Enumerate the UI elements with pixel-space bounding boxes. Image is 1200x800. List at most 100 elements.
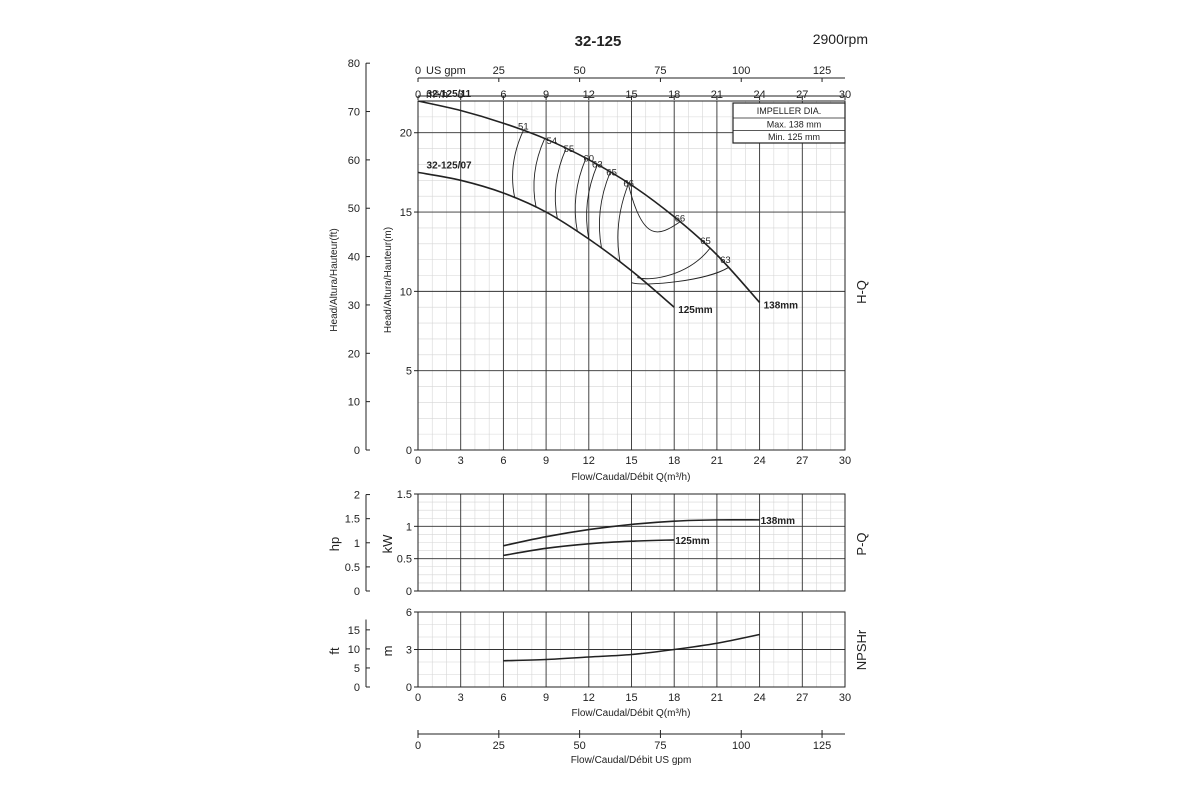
hp-tick-label: 0.5 [345, 562, 360, 574]
npsh-x-tick-label: 30 [839, 692, 851, 704]
chart-title: 32-125 [575, 33, 622, 50]
m-tick-label: 10 [400, 286, 412, 298]
m-tick-label: 0 [406, 445, 412, 457]
ft-tick-label: 20 [348, 348, 360, 360]
flow-us-label: Flow/Caudal/Débit US gpm [571, 755, 692, 766]
hp-tick-label: 1 [354, 538, 360, 550]
gpm-top-label: 75 [654, 65, 666, 77]
eff-contour-left [574, 158, 587, 232]
npsh-x-tick-label: 6 [500, 692, 506, 704]
x-tick-label: 30 [839, 455, 851, 467]
gpm-bottom-label: 50 [573, 740, 585, 752]
ft-label: ft [327, 647, 342, 655]
npsh-ft-tick-label: 5 [354, 663, 360, 675]
gpm-bottom-label: 25 [493, 740, 505, 752]
impeller-title: IMPELLER DIA. [757, 106, 822, 116]
m-tick-label: 20 [400, 128, 412, 140]
pq-curve-125mm [503, 539, 675, 557]
ft-tick-label: 40 [348, 252, 360, 264]
gpm-bottom-axis: 0 25 50 75 100 125 [415, 730, 845, 752]
efficiency-label: 66 [675, 214, 686, 225]
eff-contour-left [512, 130, 524, 199]
gpm-bottom-label: 0 [415, 740, 421, 752]
efficiency-label: 60 [584, 153, 595, 164]
ft-tick-label: 50 [348, 203, 360, 215]
m3h-top-label: 24 [753, 89, 765, 101]
kw-tick-label: 0 [406, 586, 412, 598]
curve-end-label: 138mm [764, 300, 799, 311]
npsh-x-tick-label: 12 [583, 692, 595, 704]
hq-curve-125mm [417, 171, 675, 308]
hq-side-label: H-Q [854, 280, 869, 304]
x-tick-label: 12 [583, 455, 595, 467]
m3h-top-label: 6 [500, 89, 506, 101]
ft-tick-label: 10 [348, 397, 360, 409]
m3h-top-label: 15 [625, 89, 637, 101]
m3h-top-label: 0 [415, 89, 421, 101]
npsh-x-tick-label: 18 [668, 692, 680, 704]
flow-x-label-top: Flow/Caudal/Débit Q(m³/h) [572, 472, 691, 483]
npsh-ft-tick-label: 15 [348, 625, 360, 637]
npsh-ft-tick-label: 10 [348, 644, 360, 656]
head-m-label: Head/Altura/Hauteur(m) [383, 227, 394, 333]
hp-tick-label: 0 [354, 586, 360, 598]
x-tick-label: 6 [500, 455, 506, 467]
m3h-top-label: 12 [583, 89, 595, 101]
efficiency-label: 65 [606, 168, 617, 179]
gpm-bottom-label: 100 [732, 740, 750, 752]
ft-tick-label: 80 [348, 58, 360, 70]
speed-label: 2900rpm [813, 31, 868, 47]
npsh-panel: 0 3 6 0 5 10 15 0 3 6 9 12 15 18 21 24 27 30 [348, 607, 851, 704]
efficiency-label: 65 [700, 236, 711, 247]
npsh-x-tick-label: 3 [458, 692, 464, 704]
efficiency-label: 55 [564, 144, 575, 155]
x-tick-label: 0 [415, 455, 421, 467]
m-label: m [380, 646, 395, 657]
pq-curve-label: 125mm [675, 536, 710, 547]
kw-tick-label: 0.5 [397, 554, 412, 566]
m3h-top-label: 30 [839, 89, 851, 101]
npsh-x-tick-label: 9 [543, 692, 549, 704]
npsh-m-tick-label: 0 [406, 682, 412, 694]
gpm-top-label: 0 [415, 65, 421, 77]
x-tick-label: 15 [625, 455, 637, 467]
npsh-x-tick-label: 24 [753, 692, 765, 704]
npsh-m-tick-label: 3 [406, 645, 412, 657]
curve-end-label: 125mm [678, 305, 713, 316]
ft-tick-label: 60 [348, 155, 360, 167]
eff-contour-left [554, 148, 567, 220]
x-tick-label: 9 [543, 455, 549, 467]
m3h-top-label: 21 [711, 89, 723, 101]
hp-tick-label: 2 [354, 490, 360, 502]
hq-frame [417, 100, 846, 451]
x-tick-label: 18 [668, 455, 680, 467]
pq-panel: 0 0.5 1 1.5 0 0.5 1 1.5 2 138mm 125mm [345, 489, 846, 598]
gpm-unit-label: US gpm [426, 65, 466, 77]
hp-tick-label: 1.5 [345, 514, 360, 526]
efficiency-label: 54 [547, 136, 558, 147]
model-label: 32-125/11 [427, 89, 472, 100]
eff-contour-left [533, 138, 546, 208]
hp-label: hp [327, 537, 342, 551]
npsh-ft-tick-label: 0 [354, 682, 360, 694]
npshr-side-label: NPSHr [854, 629, 869, 670]
eff-contour-right [628, 185, 681, 233]
pq-frame [417, 493, 846, 592]
x-tick-label: 3 [458, 455, 464, 467]
hq-curve-138mm [417, 100, 761, 304]
kw-tick-label: 1.5 [397, 489, 412, 501]
gpm-top-label: 125 [813, 65, 831, 77]
ft-tick-label: 70 [348, 107, 360, 119]
eff-contour-left [586, 164, 598, 240]
impeller-max: Max. 138 mm [767, 120, 822, 130]
gpm-top-label: 50 [573, 65, 585, 77]
m3h-top-label: 3 [458, 89, 464, 101]
model-label: 32-125/07 [427, 160, 472, 171]
eff-contour-left [598, 172, 611, 249]
npsh-x-tick-label: 15 [625, 692, 637, 704]
eff-contour-right [637, 248, 711, 280]
pq-curve-138mm [503, 518, 760, 547]
efficiency-label: 63 [592, 160, 603, 171]
npsh-curve [503, 633, 760, 662]
